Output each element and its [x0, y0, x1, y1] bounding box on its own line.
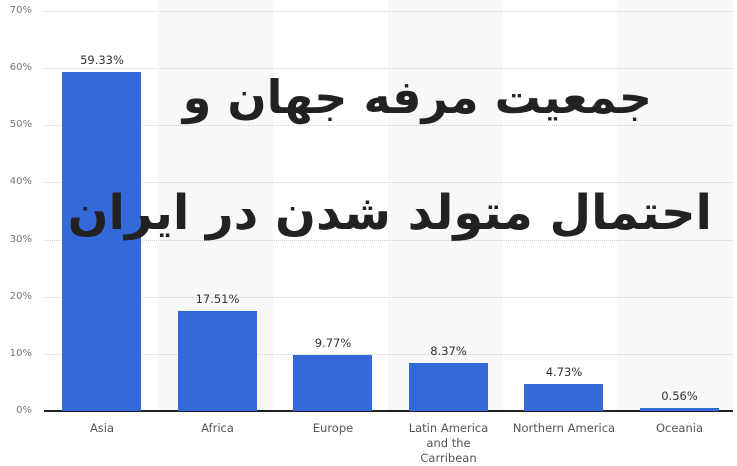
x-tick-label: Europe — [275, 421, 391, 436]
x-tick-label-line: Europe — [275, 421, 391, 436]
bar-oceania — [640, 408, 719, 411]
x-tick-label-line: Carribean — [391, 451, 507, 466]
y-tick-label: 40% — [0, 176, 32, 188]
x-tick-label: Asia — [44, 421, 160, 436]
x-tick-label: Oceania — [622, 421, 737, 436]
value-label: 0.56% — [622, 389, 737, 403]
bar-northern-america — [524, 384, 603, 411]
y-tick-label: 60% — [0, 62, 32, 74]
value-label: 4.73% — [506, 365, 622, 379]
x-axis-line — [44, 410, 733, 412]
bar-africa — [178, 311, 257, 411]
y-tick-label: 70% — [0, 5, 32, 17]
value-label: 17.51% — [160, 292, 276, 306]
y-tick-label: 0% — [0, 405, 32, 417]
value-label: 8.37% — [391, 344, 507, 358]
x-tick-label-line: Asia — [44, 421, 160, 436]
gridline — [44, 11, 733, 12]
bar-europe — [293, 355, 372, 411]
gridline — [44, 297, 733, 298]
value-label: 9.77% — [275, 336, 391, 350]
y-tick-label: 20% — [0, 291, 32, 303]
bar-latin-america-and-the-carribean — [409, 363, 488, 411]
y-tick-label: 50% — [0, 119, 32, 131]
overlay-title-line-1: جمعیت مرفه جهان و — [222, 62, 652, 132]
x-tick-label: Africa — [160, 421, 276, 436]
x-tick-label: Northern America — [506, 421, 622, 436]
x-tick-label-line: Latin America — [391, 421, 507, 436]
x-tick-label-line: Northern America — [506, 421, 622, 436]
gridline — [44, 354, 733, 355]
x-tick-label-line: Oceania — [622, 421, 737, 436]
value-label: 59.33% — [44, 53, 160, 67]
y-tick-label: 10% — [0, 348, 32, 360]
overlay-title-line-2: احتمال متولد شدن در ایران — [142, 176, 712, 250]
x-tick-label-line: Africa — [160, 421, 276, 436]
y-tick-label: 30% — [0, 234, 32, 246]
x-tick-label-line: and the — [391, 436, 507, 451]
